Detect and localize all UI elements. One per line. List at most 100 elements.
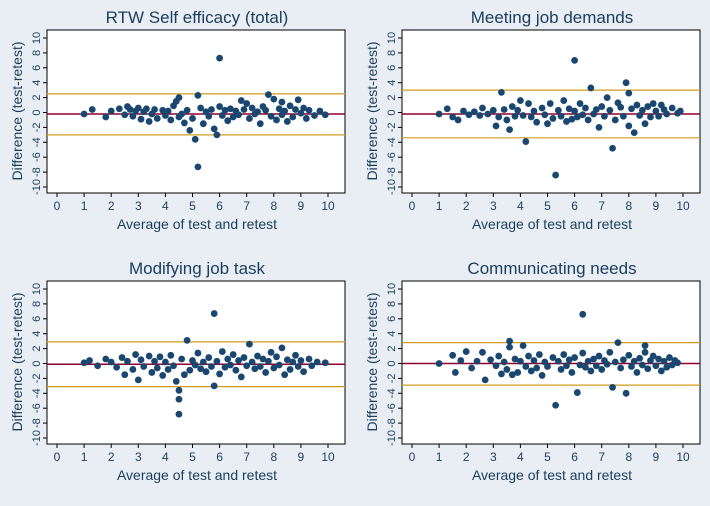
data-point	[178, 355, 186, 363]
data-point	[655, 355, 663, 363]
data-point	[129, 366, 137, 373]
data-point	[178, 110, 186, 118]
data-point	[194, 91, 202, 99]
data-point	[514, 106, 522, 114]
data-point	[500, 358, 508, 366]
x-tick-label: 1	[81, 450, 88, 464]
x-tick-label: 8	[270, 199, 277, 213]
x-tick-label: 4	[162, 199, 169, 213]
data-point	[102, 355, 110, 363]
data-point	[541, 111, 549, 119]
data-point	[248, 358, 256, 366]
x-tick-label: 4	[517, 450, 524, 464]
data-point	[292, 351, 299, 359]
chart-title: Meeting job demands	[471, 8, 634, 27]
data-point	[676, 107, 684, 115]
data-point	[132, 351, 139, 358]
chart-title: Communicating needs	[467, 259, 636, 278]
data-point	[262, 369, 270, 376]
data-point	[286, 366, 294, 373]
data-point	[262, 106, 270, 114]
y-tick-label: -8	[31, 167, 43, 177]
data-point	[606, 106, 614, 114]
x-tick-label: 3	[490, 199, 497, 213]
data-point	[579, 310, 587, 318]
data-point	[595, 352, 603, 360]
data-point	[159, 372, 167, 379]
data-point	[506, 343, 513, 351]
data-point	[224, 117, 232, 125]
x-axis-title: Average of test and retest	[117, 467, 277, 483]
y-tick-label: 6	[386, 65, 398, 71]
data-point	[568, 369, 576, 376]
data-point	[308, 362, 316, 370]
data-point	[229, 351, 237, 358]
y-tick-label: 2	[31, 95, 43, 101]
data-point	[297, 357, 305, 364]
data-point	[294, 363, 302, 370]
chart-panel-modifying-job-task: Modifying job task 10 8 6 4 2 0 -2 -4 -6 -8 -10 0 1 2 3…	[0, 251, 355, 501]
data-point	[175, 410, 183, 418]
y-tick-label: 4	[31, 331, 43, 337]
data-point	[660, 357, 668, 365]
data-point	[210, 125, 218, 133]
data-point	[663, 363, 671, 371]
data-point	[462, 348, 470, 355]
data-point	[473, 357, 481, 365]
data-point	[641, 120, 649, 128]
data-point	[275, 105, 283, 113]
data-point	[218, 112, 226, 119]
data-point	[519, 342, 527, 350]
data-point	[435, 360, 443, 367]
data-point	[573, 389, 581, 396]
x-tick-label: 9	[653, 450, 660, 464]
data-point	[530, 357, 538, 364]
data-point	[137, 356, 145, 364]
data-point	[606, 348, 614, 356]
y-tick-label: 4	[386, 80, 398, 86]
y-tick-label: 10	[386, 32, 398, 44]
data-point	[454, 116, 462, 124]
data-point	[571, 354, 578, 361]
data-point	[205, 354, 213, 361]
data-point	[481, 376, 489, 384]
data-point	[273, 353, 280, 361]
data-point	[527, 113, 535, 121]
x-tick-label: 8	[625, 199, 632, 213]
data-point	[175, 94, 183, 101]
data-point	[210, 382, 218, 390]
data-point	[199, 120, 207, 128]
data-point	[611, 358, 619, 366]
chart-panel-rtw-self-efficacy: RTW Self efficacy (total) 10 8 6 4 2 0 -2 -4 -6 -8…	[0, 0, 355, 250]
y-tick-label: 4	[386, 331, 398, 337]
data-point	[80, 359, 88, 367]
data-point	[498, 88, 505, 96]
y-tick-label: -2	[31, 374, 43, 384]
data-point	[451, 369, 459, 376]
data-point	[609, 144, 616, 152]
data-point	[511, 112, 519, 120]
x-tick-label: 1	[81, 199, 88, 213]
x-tick-label: 7	[243, 450, 250, 464]
x-tick-label: 9	[298, 450, 305, 464]
y-tick-label: 0	[386, 360, 398, 366]
data-point	[313, 358, 321, 366]
x-tick-label: 1	[436, 199, 443, 213]
data-point	[129, 112, 137, 120]
data-point	[305, 355, 313, 363]
data-point	[571, 56, 578, 64]
y-tick-label: 4	[31, 80, 43, 86]
data-point	[476, 112, 484, 119]
y-axis-title: Difference (test-retest)	[9, 41, 25, 180]
data-point	[525, 352, 532, 360]
x-axis-title: Average of test and retest	[117, 216, 277, 232]
data-point	[443, 105, 451, 113]
y-tick-label: -10	[31, 179, 43, 195]
data-point	[649, 352, 657, 360]
data-point	[527, 367, 535, 375]
data-point	[197, 365, 205, 373]
y-tick-label: 6	[386, 316, 398, 322]
data-point	[630, 129, 638, 137]
data-point	[514, 369, 522, 376]
